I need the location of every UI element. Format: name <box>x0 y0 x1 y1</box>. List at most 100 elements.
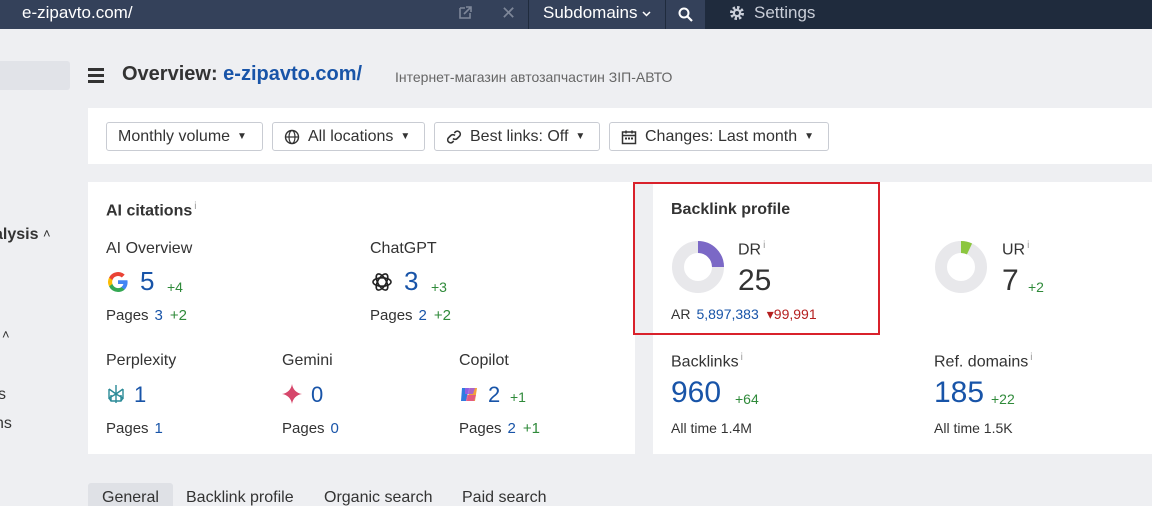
ref-domains-value[interactable]: 185 <box>934 376 985 409</box>
ar-value[interactable]: 5,897,383 <box>696 306 759 322</box>
ref-domains-label-text: Ref. domains <box>934 353 1029 371</box>
chevron-down-icon <box>642 11 651 17</box>
copilot-pages: Pages 2 +1 <box>459 420 540 437</box>
best-links-filter[interactable]: Best links: Off ▼ <box>434 122 600 151</box>
ai-overview-label: AI Overview <box>106 240 193 257</box>
copilot-label: Copilot <box>459 352 509 369</box>
card-title: AI citations i <box>106 201 196 220</box>
info-icon[interactable]: i <box>1030 352 1033 363</box>
url-input[interactable]: e-zipavto.com/ ✕ <box>0 0 528 29</box>
perplexity-label: Perplexity <box>106 352 177 369</box>
all-time-label: All time <box>671 420 717 436</box>
filter-label: Changes: Last month <box>645 127 798 145</box>
chevron-down-icon: ▼ <box>804 131 814 142</box>
tab-general[interactable]: General <box>88 483 173 506</box>
ur-donut-fill <box>935 241 987 293</box>
ai-overview-value[interactable]: 5 <box>140 266 155 296</box>
subdomains-dropdown[interactable]: Subdomains <box>529 0 665 29</box>
chevron-down-icon: ▼ <box>575 131 586 142</box>
all-time-label: All time <box>934 420 980 436</box>
tab-backlink-profile[interactable]: Backlink profile <box>186 489 294 506</box>
search-icon <box>678 7 693 22</box>
backlinks-label-text: Backlinks <box>671 353 739 371</box>
page-title-domain[interactable]: e-zipavto.com/ <box>223 63 363 85</box>
pages-value[interactable]: 2 <box>418 307 427 324</box>
gemini-label: Gemini <box>282 352 333 369</box>
ur-value: 7 <box>1002 264 1019 297</box>
filter-label: Monthly volume <box>118 127 231 145</box>
ur-donut-chart <box>935 241 987 293</box>
info-icon[interactable]: i <box>763 240 766 251</box>
page-title-prefix: Overview: <box>122 63 218 85</box>
tab-paid-search[interactable]: Paid search <box>462 489 547 506</box>
pages-value[interactable]: 0 <box>330 420 339 437</box>
pages-label: Pages <box>459 420 502 437</box>
all-time-value: 1.5K <box>983 420 1013 436</box>
url-text[interactable]: e-zipavto.com/ <box>22 3 133 22</box>
copilot-icon <box>461 388 477 401</box>
chevron-down-icon: ▼ <box>400 131 411 142</box>
menu-icon[interactable] <box>88 68 104 83</box>
calendar-icon <box>621 130 637 144</box>
changes-filter[interactable]: Changes: Last month ▼ <box>609 122 829 151</box>
highlight-box <box>633 182 880 335</box>
all-time-value: 1.4M <box>720 420 752 436</box>
backlinks-delta: +64 <box>735 391 759 407</box>
pages-value[interactable]: 2 <box>507 420 516 437</box>
subdomains-label: Subdomains <box>543 3 638 22</box>
filter-label: All locations <box>308 127 394 145</box>
sidebar-item[interactable]: s <box>0 386 6 403</box>
tab-organic-search[interactable]: Organic search <box>324 489 433 506</box>
pages-delta: +2 <box>433 307 451 324</box>
ar-delta-value: 99,991 <box>773 306 817 322</box>
chevron-up-icon[interactable]: ˄ <box>43 226 51 241</box>
external-link-icon[interactable] <box>456 4 474 22</box>
settings-link[interactable]: Settings <box>754 3 816 22</box>
globe-icon <box>284 129 300 144</box>
clear-icon[interactable]: ✕ <box>501 3 517 23</box>
perplexity-icon <box>108 385 124 403</box>
info-icon[interactable]: i <box>1027 240 1030 251</box>
page-subtitle: Інтернет-магазин автозапчастин ЗІП-АВТО <box>395 69 673 85</box>
ar-row: AR 5,897,383 ▾99,991 <box>671 306 817 323</box>
sidebar-active-item[interactable] <box>0 61 70 90</box>
link-icon <box>446 129 462 144</box>
ref-domains-all-time: All time 1.5K <box>934 420 1013 436</box>
dr-donut-chart <box>672 241 724 293</box>
pages-label: Pages <box>106 307 149 324</box>
monthly-volume-filter[interactable]: Monthly volume ▼ <box>106 122 263 151</box>
perplexity-value[interactable]: 1 <box>134 382 147 407</box>
ai-citations-title: AI citations <box>106 202 193 220</box>
backlinks-label: Backlinks i <box>671 352 743 371</box>
search-button[interactable] <box>666 0 705 29</box>
dr-value: 25 <box>738 264 772 297</box>
pages-delta: +1 <box>522 420 540 437</box>
chatgpt-pages: Pages 2 +2 <box>370 307 451 324</box>
dr-label: DR i <box>738 240 765 259</box>
info-icon[interactable]: i <box>740 352 743 363</box>
locations-filter[interactable]: All locations ▼ <box>272 122 425 151</box>
sidebar-section-label[interactable]: alysis <box>0 226 39 243</box>
page-title: Overview: e-zipavto.com/ <box>122 63 362 86</box>
pages-value[interactable]: 1 <box>154 420 163 437</box>
card-title: Backlink profile <box>671 201 790 219</box>
gemini-value[interactable]: 0 <box>311 382 324 407</box>
sidebar-item[interactable]: ns <box>0 415 12 432</box>
gear-icon[interactable] <box>728 4 746 22</box>
pages-value[interactable]: 3 <box>154 307 163 324</box>
filter-label: Best links: Off <box>470 127 569 145</box>
info-icon[interactable]: i <box>194 201 197 212</box>
ur-delta: +2 <box>1028 279 1044 295</box>
top-bar: e-zipavto.com/ ✕ Subdomains Settings <box>0 0 1152 29</box>
ai-overview-pages: Pages 3 +2 <box>106 307 187 324</box>
copilot-value[interactable]: 2 <box>488 382 501 407</box>
backlinks-all-time: All time 1.4M <box>671 420 752 436</box>
chevron-down-icon: ▼ <box>237 131 247 142</box>
filter-bar: Monthly volume ▼ All locations ▼ Best link… <box>88 108 1152 164</box>
ai-citations-card: AI citations i AI Overview 5 +4 Pages 3 +2 … <box>88 182 635 454</box>
gemini-icon <box>282 384 302 404</box>
backlink-profile-card: Backlink profile DR i 25 AR 5,897,383 ▾99,9… <box>653 182 1152 454</box>
chevron-up-icon[interactable]: ˄ <box>2 327 10 342</box>
chatgpt-value[interactable]: 3 <box>404 266 419 296</box>
backlinks-value[interactable]: 960 <box>671 376 722 409</box>
